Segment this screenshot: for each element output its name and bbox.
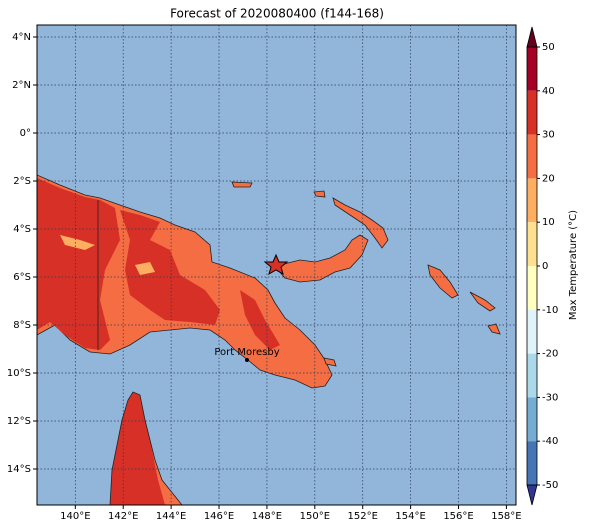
y-tick-label: 4°S xyxy=(13,224,31,235)
colorbar-tick-label: 40 xyxy=(542,86,555,97)
graticule xyxy=(37,25,516,505)
colorbar-tick-label: 30 xyxy=(542,130,555,141)
x-tick-label: 156°E xyxy=(443,511,473,522)
colorbar-band xyxy=(527,309,537,354)
colorbar-label: Max Temperature (°C) xyxy=(568,210,579,320)
y-tick-label: 10°S xyxy=(7,368,31,379)
colorbar-band xyxy=(527,353,537,398)
y-tick-label: 0° xyxy=(20,128,31,139)
colorbar-tick-label: 0 xyxy=(542,261,548,272)
colorbar-tick-label: 20 xyxy=(542,173,555,184)
x-tick-label: 150°E xyxy=(300,511,330,522)
colorbar: 50 40 30 20 10 0 -10 -20 -30 -40 -50 xyxy=(526,26,558,506)
colorbar-tick-label: -40 xyxy=(542,436,558,447)
colorbar-band xyxy=(527,134,537,179)
x-tick-label: 142°E xyxy=(108,511,138,522)
x-tick-label: 148°E xyxy=(252,511,282,522)
colorbar-tick-label: -10 xyxy=(542,305,558,316)
colorbar-band xyxy=(527,266,537,310)
map-area: Port Moresby xyxy=(37,25,516,505)
land xyxy=(37,174,501,505)
city-label: Port Moresby xyxy=(214,347,279,358)
star-marker xyxy=(263,253,289,276)
x-tick-label: 152°E xyxy=(348,511,378,522)
x-tick-label: 154°E xyxy=(395,511,425,522)
colorbar-band xyxy=(527,441,537,485)
y-tick-label: 2°S xyxy=(13,176,31,187)
y-tick-label: 6°S xyxy=(13,272,31,283)
colorbar-tick-label: 50 xyxy=(542,42,555,53)
y-tick-label: 12°S xyxy=(7,416,31,427)
y-tick-label: 4°N xyxy=(12,32,31,43)
colorbar-tick-label: -50 xyxy=(542,480,558,491)
title: Forecast of 2020080400 (f144-168) xyxy=(170,7,384,21)
colorbar-band xyxy=(527,222,537,266)
colorbar-band xyxy=(527,90,537,135)
map-frame xyxy=(36,24,517,506)
colorbar-band xyxy=(527,47,537,91)
x-tick-label: 140°E xyxy=(60,511,90,522)
y-tick-label: 8°S xyxy=(13,320,31,331)
colorbar-under xyxy=(526,484,538,506)
colorbar-over xyxy=(526,26,538,48)
colorbar-band xyxy=(527,397,537,442)
city-dot xyxy=(245,358,249,362)
x-tick-label: 158°E xyxy=(491,511,521,522)
x-tick-label: 144°E xyxy=(156,511,186,522)
colorbar-tick-label: 10 xyxy=(542,217,555,228)
colorbar-tick-label: -20 xyxy=(542,349,558,360)
colorbar-tick-label: -30 xyxy=(542,392,558,403)
x-tick-label: 146°E xyxy=(204,511,234,522)
y-tick-label: 2°N xyxy=(12,80,31,91)
y-tick-label: 14°S xyxy=(7,464,31,475)
colorbar-band xyxy=(527,178,537,223)
